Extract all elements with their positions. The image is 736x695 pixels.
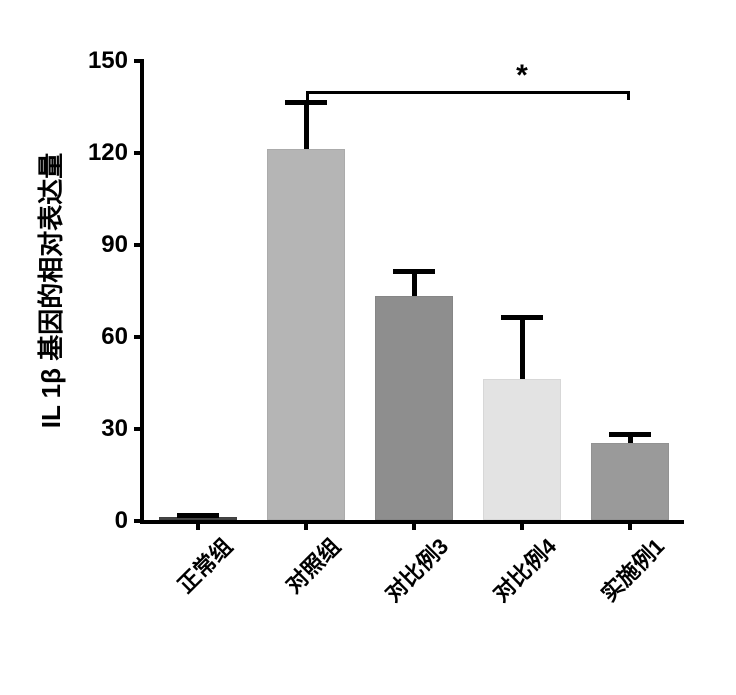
x-tick-mark <box>628 520 632 530</box>
bar <box>375 296 453 520</box>
plot-area: 0306090120150正常组对照组对比例3对比例4实施例1* <box>140 60 684 524</box>
y-tick-label: 60 <box>101 323 128 351</box>
x-tick-label: 对比例4 <box>441 530 563 652</box>
error-bar-cap <box>393 269 436 274</box>
significance-marker: * <box>516 59 528 93</box>
y-tick-label: 30 <box>101 415 128 443</box>
y-axis-label: IL 1β 基因的相对表达量 <box>32 152 69 427</box>
x-tick-mark <box>304 520 308 530</box>
x-tick-label: 对比例3 <box>333 530 455 652</box>
significance-line <box>306 91 630 94</box>
error-bar-stem <box>412 272 417 297</box>
error-bar-cap <box>177 513 220 518</box>
error-bar-stem <box>304 103 309 149</box>
x-tick-label: 实施例1 <box>549 530 671 652</box>
x-tick-mark <box>520 520 524 530</box>
bar <box>267 149 345 520</box>
y-tick-mark <box>134 243 144 247</box>
y-axis-label-wrap: IL 1β 基因的相对表达量 <box>30 60 70 520</box>
x-tick-mark <box>196 520 200 530</box>
y-tick-mark <box>134 427 144 431</box>
significance-line-drop <box>306 91 309 100</box>
y-tick-label: 120 <box>88 139 128 167</box>
x-tick-label: 正常组 <box>117 530 239 652</box>
significance-line-drop <box>627 91 630 100</box>
y-tick-mark <box>134 59 144 63</box>
error-bar-cap <box>609 432 652 437</box>
error-bar-stem <box>520 318 525 379</box>
error-bar-cap <box>501 315 544 320</box>
y-tick-label: 150 <box>88 47 128 75</box>
chart-container: IL 1β 基因的相对表达量 0306090120150正常组对照组对比例3对比… <box>0 0 736 695</box>
error-bar-cap <box>285 100 328 105</box>
y-tick-mark <box>134 335 144 339</box>
bar <box>591 443 669 520</box>
bar <box>483 379 561 520</box>
y-tick-mark <box>134 519 144 523</box>
y-tick-label: 0 <box>115 507 128 535</box>
x-tick-mark <box>412 520 416 530</box>
y-tick-label: 90 <box>101 231 128 259</box>
y-tick-mark <box>134 151 144 155</box>
x-tick-label: 对照组 <box>225 530 347 652</box>
